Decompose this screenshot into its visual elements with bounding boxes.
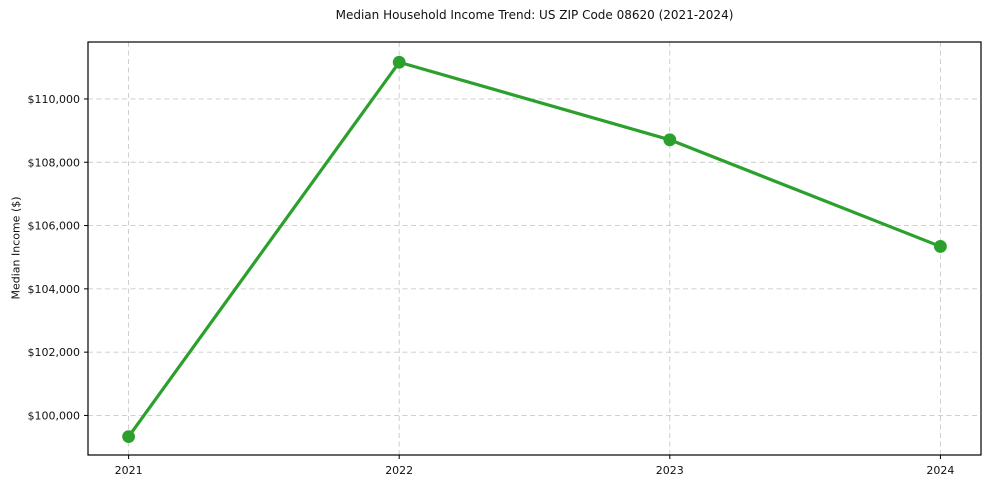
chart-title: Median Household Income Trend: US ZIP Co… — [335, 8, 734, 22]
plot-border — [87, 41, 982, 456]
y-tick-label: $100,000 — [28, 409, 81, 422]
y-tick-label: $110,000 — [28, 93, 81, 106]
x-tick-label: 2023 — [656, 464, 684, 477]
y-tick-label: $102,000 — [28, 346, 81, 359]
y-tick-label: $104,000 — [28, 283, 81, 296]
data-point — [663, 133, 677, 147]
y-tick-label: $106,000 — [28, 220, 81, 233]
x-tick-label: 2024 — [926, 464, 954, 477]
data-point — [122, 430, 135, 444]
x-tick-label: 2021 — [115, 464, 143, 477]
y-tick-label: $108,000 — [28, 156, 81, 169]
x-tick-label: 2022 — [385, 464, 413, 477]
data-point — [934, 240, 947, 253]
data-line — [126, 60, 943, 439]
data-point — [392, 55, 406, 69]
